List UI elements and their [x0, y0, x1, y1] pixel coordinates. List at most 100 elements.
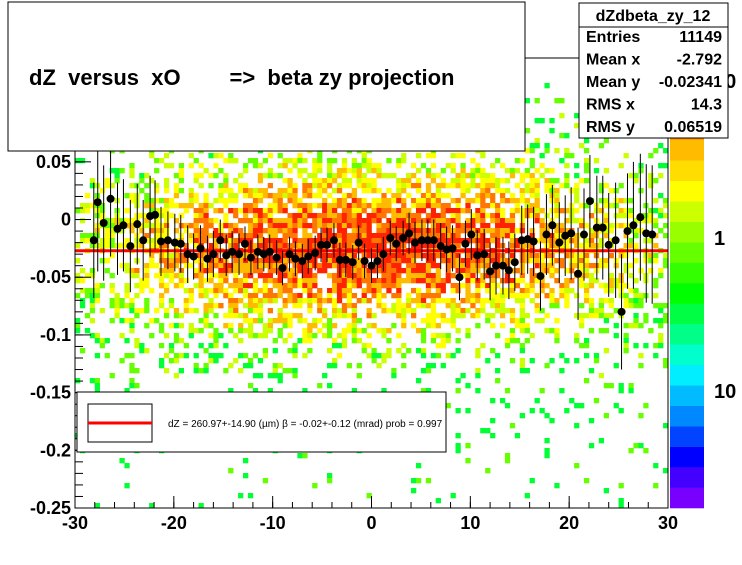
- heatmap-cell: [415, 213, 422, 219]
- heatmap-cell: [292, 193, 298, 199]
- heatmap-cell: [257, 243, 264, 249]
- heatmap-cell: [455, 263, 461, 269]
- heatmap-cell: [144, 218, 150, 224]
- heatmap-cell: [435, 313, 441, 319]
- heatmap-cell: [346, 278, 353, 284]
- heatmap-cell: [188, 233, 194, 239]
- heatmap-cell: [346, 238, 353, 244]
- heatmap-cell: [401, 363, 407, 369]
- heatmap-cell: [312, 483, 318, 489]
- heatmap-cell: [336, 213, 343, 219]
- heatmap-cell: [163, 228, 170, 234]
- heatmap-cell: [440, 213, 446, 219]
- heatmap-cell: [163, 353, 170, 359]
- heatmap-cell: [243, 263, 249, 269]
- heatmap-cell: [524, 283, 530, 289]
- heatmap-cell: [593, 353, 600, 359]
- heatmap-cell: [94, 388, 101, 394]
- heatmap-cell: [396, 283, 402, 289]
- heatmap-cell: [282, 368, 288, 374]
- heatmap-cell: [633, 243, 639, 249]
- heatmap-cell: [302, 213, 308, 219]
- y-tick-label: -0.05: [30, 267, 71, 287]
- heatmap-cell: [144, 303, 150, 309]
- heatmap-cell: [272, 293, 278, 299]
- heatmap-cell: [149, 258, 155, 264]
- profile-point: [354, 238, 363, 247]
- heatmap-cell: [648, 258, 654, 264]
- heatmap-cell: [396, 178, 402, 184]
- heatmap-cell: [455, 238, 461, 244]
- heatmap-cell: [415, 253, 422, 259]
- heatmap-cell: [475, 323, 481, 329]
- heatmap-cell: [396, 218, 402, 224]
- heatmap-cell: [495, 303, 501, 309]
- heatmap-cell: [277, 238, 283, 244]
- heatmap-cell: [539, 218, 545, 224]
- profile-point: [486, 267, 495, 276]
- heatmap-cell: [114, 303, 120, 309]
- heatmap-cell: [272, 203, 278, 209]
- heatmap-cell: [331, 188, 338, 194]
- heatmap-cell: [208, 353, 214, 359]
- heatmap-cell: [608, 188, 614, 194]
- heatmap-cell: [411, 223, 417, 229]
- heatmap-cell: [519, 253, 525, 259]
- heatmap-cell: [317, 383, 323, 389]
- color-scale-segment: [670, 426, 704, 447]
- heatmap-cell: [252, 303, 259, 309]
- heatmap-cell: [598, 438, 605, 444]
- heatmap-cell: [252, 353, 259, 359]
- heatmap-cell: [198, 343, 204, 349]
- profile-point: [529, 237, 538, 246]
- heatmap-cell: [371, 243, 377, 249]
- heatmap-cell: [129, 383, 135, 389]
- heatmap-cell: [544, 253, 550, 259]
- heatmap-cell: [381, 308, 387, 314]
- heatmap-cell: [430, 153, 437, 159]
- heatmap-cell: [178, 188, 185, 194]
- heatmap-cell: [519, 193, 525, 199]
- heatmap-cell: [134, 383, 140, 389]
- heatmap-cell: [381, 258, 387, 264]
- heatmap-cell: [302, 318, 308, 324]
- heatmap-cell: [203, 288, 209, 294]
- heatmap-cell: [159, 278, 165, 284]
- heatmap-cell: [282, 233, 288, 239]
- heatmap-cell: [287, 233, 293, 239]
- heatmap-cell: [75, 243, 81, 249]
- heatmap-cell: [84, 238, 91, 244]
- heatmap-cell: [257, 313, 264, 319]
- heatmap-cell: [361, 188, 367, 194]
- heatmap-cell: [233, 278, 239, 284]
- heatmap-cell: [79, 203, 86, 209]
- heatmap-cell: [524, 493, 530, 499]
- heatmap-cell: [509, 193, 516, 199]
- heatmap-cell: [243, 268, 249, 274]
- heatmap-cell: [154, 168, 160, 174]
- heatmap-cell: [188, 188, 194, 194]
- heatmap-cell: [183, 298, 189, 304]
- heatmap-cell: [287, 348, 293, 354]
- heatmap-cell: [317, 183, 323, 189]
- heatmap-cell: [238, 328, 244, 334]
- heatmap-cell: [504, 403, 511, 409]
- heatmap-cell: [208, 358, 214, 364]
- heatmap-cell: [331, 253, 338, 259]
- heatmap-cell: [554, 198, 560, 204]
- heatmap-cell: [430, 293, 437, 299]
- heatmap-cell: [440, 283, 446, 289]
- heatmap-cell: [149, 253, 155, 259]
- heatmap-cell: [455, 213, 461, 219]
- heatmap-cell: [247, 383, 254, 389]
- heatmap-cell: [307, 278, 313, 284]
- heatmap-cell: [159, 298, 165, 304]
- heatmap-cell: [302, 218, 308, 224]
- heatmap-cell: [415, 278, 422, 284]
- heatmap-cell: [460, 173, 466, 179]
- chart-title: dZ versus xO => beta zy projection: [29, 65, 454, 90]
- heatmap-cell: [223, 158, 229, 164]
- heatmap-cell: [327, 253, 333, 259]
- heatmap-cell: [159, 343, 165, 349]
- heatmap-cell: [213, 283, 219, 289]
